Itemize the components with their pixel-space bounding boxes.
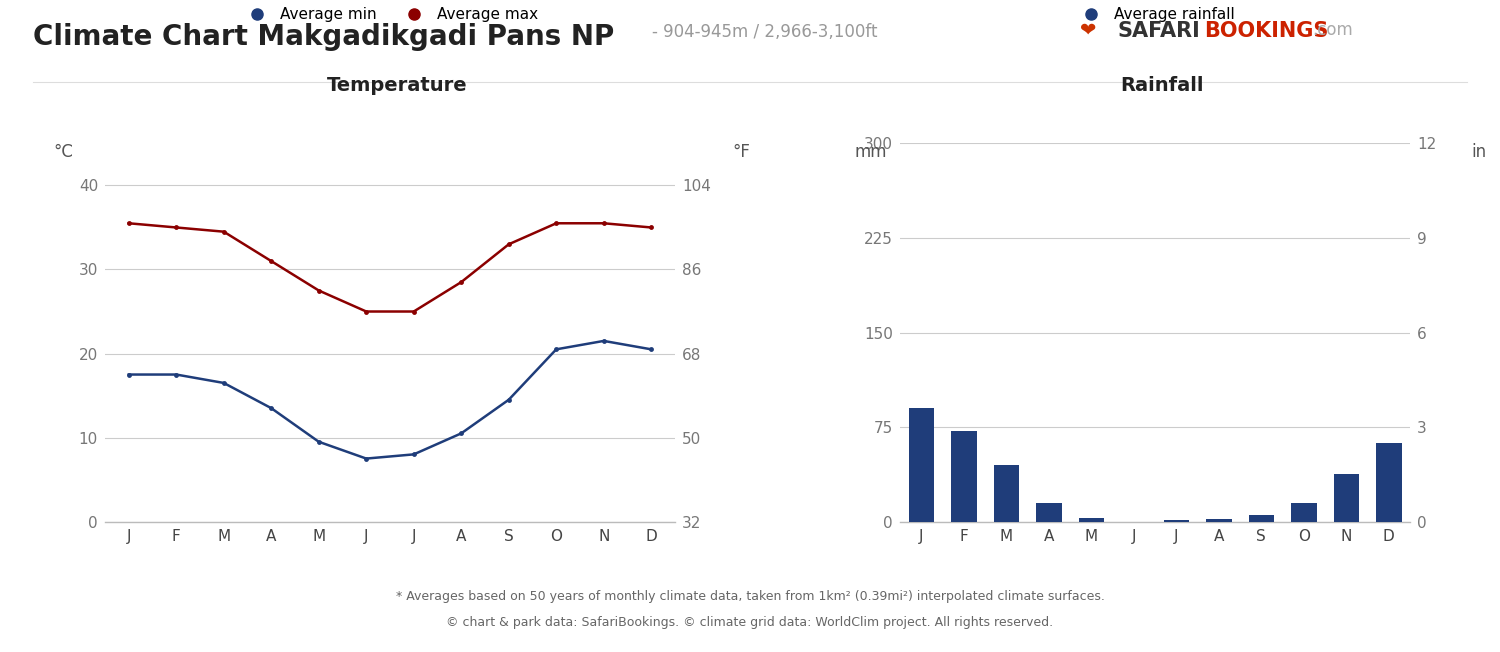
Text: SAFARI: SAFARI [1118,21,1200,41]
Text: mm: mm [853,143,886,162]
Legend: Average rainfall: Average rainfall [1076,7,1234,22]
Text: © chart & park data: SafariBookings. © climate grid data: WorldClim project. All: © chart & park data: SafariBookings. © c… [447,616,1053,629]
Bar [1292,503,1317,522]
Text: Temperature: Temperature [327,76,468,95]
Bar [993,465,1018,522]
Bar [1334,474,1359,522]
Bar [1376,443,1401,522]
Bar [1036,503,1062,522]
Bar [1206,519,1231,522]
Bar [1248,515,1274,522]
Text: °C: °C [54,143,74,162]
Text: .com: .com [1312,21,1353,39]
Legend: Average min, Average max: Average min, Average max [242,7,538,22]
Bar [909,408,934,522]
Text: * Averages based on 50 years of monthly climate data, taken from 1km² (0.39mi²) : * Averages based on 50 years of monthly … [396,590,1104,603]
Text: Rainfall: Rainfall [1120,76,1204,95]
Text: in: in [1472,143,1486,162]
Bar [951,431,976,522]
Text: BOOKINGS: BOOKINGS [1204,21,1329,41]
Text: ❤: ❤ [1080,21,1096,40]
Bar [1078,518,1104,522]
Text: - 904-945m / 2,966-3,100ft: - 904-945m / 2,966-3,100ft [652,23,878,41]
Text: Climate Chart Makgadikgadi Pans NP: Climate Chart Makgadikgadi Pans NP [33,23,615,51]
Bar [1164,520,1190,522]
Text: °F: °F [732,143,750,162]
